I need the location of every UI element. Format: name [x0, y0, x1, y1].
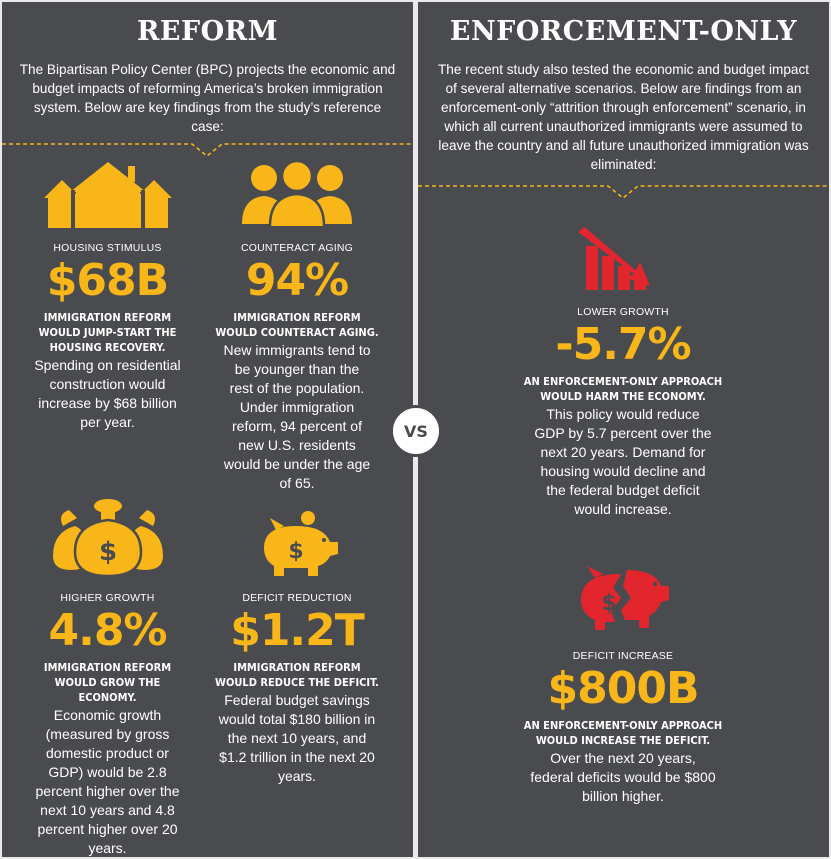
- deficit-increase-value: $800B: [547, 663, 700, 714]
- deficit-reduction-body: Federal budget savings would total $180 …: [218, 692, 376, 784]
- lower-growth-label: LOWER GROWTH: [577, 306, 669, 318]
- deficit-reduction-value: $1.2T: [230, 605, 365, 656]
- houses-icon: [43, 162, 172, 228]
- counteract-aging-heading: IMMIGRATION REFORM WOULD COUNTERACT AGIN…: [215, 311, 379, 339]
- higher-growth-value: 4.8%: [48, 605, 167, 656]
- deficit-increase-body: Over the next 20 years, federal deficits…: [530, 750, 716, 804]
- reform-intro: The Bipartisan Policy Center (BPC) proje…: [19, 62, 396, 134]
- deficit-reduction-heading: IMMIGRATION REFORM WOULD REDUCE THE DEFI…: [215, 661, 379, 689]
- higher-growth-item: $ HIGHER GROWTH 4.8% IMMIGRATION REFORM …: [20, 496, 195, 858]
- housing-stimulus-item: HOUSING STIMULUS $68B IMMIGRATION REFORM…: [20, 162, 195, 432]
- lower-growth-item: LOWER GROWTH -5.7% AN ENFORCEMENT-ONLY A…: [523, 226, 723, 519]
- housing-stimulus-heading: IMMIGRATION REFORM WOULD JUMP-START THE …: [38, 311, 177, 354]
- deficit-increase-label: DEFICIT INCREASE: [572, 650, 674, 662]
- housing-stimulus-value: $68B: [46, 255, 169, 306]
- enforcement-panel: ENFORCEMENT-ONLY The recent study also t…: [418, 2, 829, 857]
- counteract-aging-value: 94%: [245, 255, 349, 306]
- housing-stimulus-label: HOUSING STIMULUS: [53, 242, 162, 254]
- lower-growth-body: This policy would reduce GDP by 5.7 perc…: [534, 406, 712, 517]
- deficit-reduction-item: $ DEFICIT REDUCTION $1.2T IMMIGRATION RE…: [208, 510, 386, 786]
- lower-growth-value: -5.7%: [555, 319, 691, 370]
- svg-text:$: $: [98, 537, 116, 567]
- higher-growth-heading: IMMIGRATION REFORM WOULD GROW THE ECONOM…: [43, 661, 172, 704]
- higher-growth-body: Economic growth (measured by gross domes…: [35, 707, 180, 856]
- reform-title: REFORM: [136, 16, 279, 47]
- reform-divider: [2, 143, 413, 156]
- vs-badge: VS: [390, 405, 442, 457]
- piggy-bank-icon: $: [264, 511, 338, 576]
- money-bags-icon: $: [52, 499, 163, 576]
- deficit-reduction-label: DEFICIT REDUCTION: [242, 592, 352, 604]
- enforcement-title: ENFORCEMENT-ONLY: [449, 16, 798, 47]
- deficit-increase-item: $ DEFICIT INCREASE $800B AN ENFORCEMENT-…: [523, 558, 723, 806]
- higher-growth-label: HIGHER GROWTH: [60, 592, 155, 604]
- counteract-aging-item: COUNTERACT AGING 94% IMMIGRATION REFORM …: [208, 162, 386, 493]
- declining-chart-icon: [578, 226, 650, 290]
- enforcement-intro: The recent study also tested the economi…: [437, 62, 810, 172]
- lower-growth-heading: AN ENFORCEMENT-ONLY APPROACH WOULD HARM …: [523, 375, 723, 403]
- housing-stimulus-body: Spending on residential construction wou…: [34, 357, 181, 430]
- svg-text:$: $: [601, 591, 616, 616]
- counteract-aging-label: COUNTERACT AGING: [240, 242, 354, 254]
- people-icon: [242, 162, 352, 226]
- deficit-increase-heading: AN ENFORCEMENT-ONLY APPROACH WOULD INCRE…: [523, 719, 723, 747]
- enforcement-divider: [418, 185, 829, 198]
- broken-piggy-bank-icon: $: [581, 566, 669, 630]
- reform-panel: REFORM The Bipartisan Policy Center (BPC…: [2, 2, 413, 857]
- counteract-aging-body: New immigrants tend to be younger than t…: [223, 342, 371, 491]
- svg-text:$: $: [288, 539, 303, 564]
